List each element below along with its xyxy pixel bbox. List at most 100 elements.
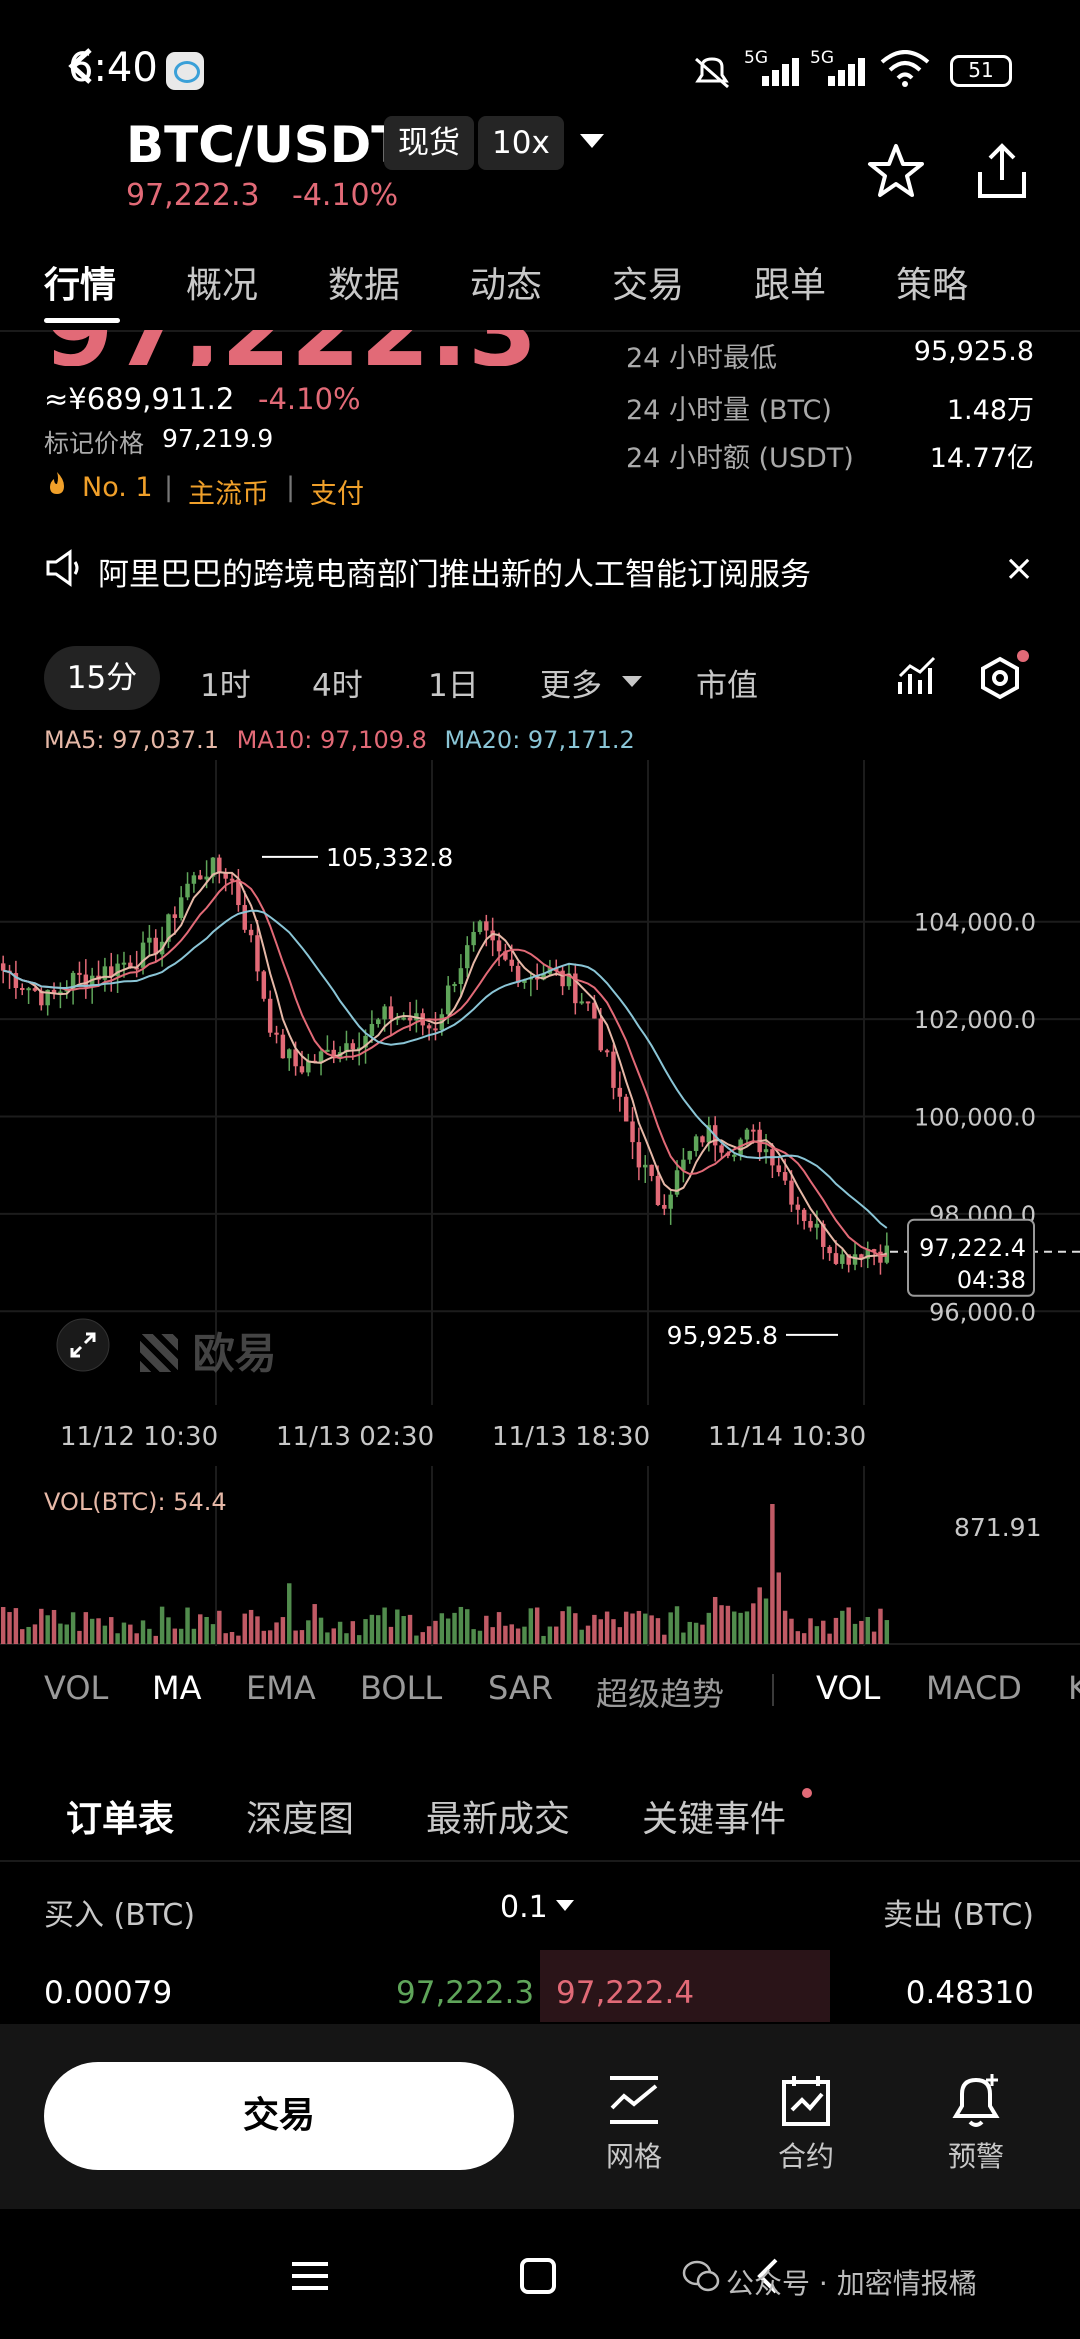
candlestick-chart[interactable]: 104,000.0102,000.0100,000.098,000.096,00… [0, 760, 1080, 1405]
tab-data[interactable]: 数据 [328, 265, 401, 306]
grid-label[interactable]: 网格 [606, 2140, 663, 2173]
ask-price[interactable]: 97,222.4 [556, 1975, 695, 2011]
indicator-macd[interactable]: MACD [926, 1669, 1022, 1707]
volume-bar [579, 1629, 584, 1644]
candle-body [70, 972, 76, 990]
back-nav-icon[interactable] [750, 2256, 790, 2296]
vol-24h-usdt-value: 14.77亿 [929, 443, 1034, 474]
candle-body [261, 971, 267, 999]
x-axis-label: 11/12 10:30 [60, 1422, 219, 1452]
volume-bar [32, 1624, 38, 1644]
cny-price: ≈¥689,911.2 [44, 382, 235, 416]
sell-header: 卖出 (BTC) [882, 1898, 1034, 1933]
volume-bar [280, 1617, 286, 1644]
tab-key-events[interactable]: 关键事件 [642, 1799, 787, 1840]
volume-label: VOL(BTC): 54.4 [44, 1488, 227, 1516]
favorite-star-icon[interactable] [864, 140, 928, 204]
volume-bar [382, 1607, 387, 1644]
low-24h-label: 24 小时最低 [626, 343, 777, 374]
fullscreen-icon[interactable] [56, 1318, 110, 1372]
timeframe-1d[interactable]: 1日 [428, 668, 479, 704]
candle-body [109, 966, 114, 977]
x-axis-label: 11/13 18:30 [492, 1422, 651, 1452]
tab-strategy[interactable]: 策略 [896, 265, 969, 306]
candle-body [477, 921, 483, 933]
bid-quantity[interactable]: 0.00079 [44, 1975, 173, 2011]
alert-label[interactable]: 预警 [948, 2140, 1005, 2173]
trade-button[interactable]: 交易 [44, 2062, 514, 2170]
candle-body [128, 962, 133, 968]
divider [772, 1674, 774, 1706]
precision-select[interactable]: 0.1 [500, 1890, 548, 1925]
indicator-boll[interactable]: BOLL [360, 1669, 443, 1707]
timeframe-market-cap[interactable]: 市值 [696, 668, 758, 704]
timeframe-15m[interactable]: 15分 [44, 646, 160, 710]
volume-bar [700, 1624, 705, 1644]
candle-body [560, 970, 565, 987]
indicator-sar[interactable]: SAR [488, 1669, 554, 1707]
tab-news[interactable]: 动态 [470, 265, 543, 306]
volume-bar [668, 1612, 673, 1644]
tab-market[interactable]: 行情 [44, 265, 117, 306]
tab-copy-trading[interactable]: 跟单 [754, 265, 827, 306]
menu-icon[interactable] [290, 2256, 330, 2296]
candle-body [795, 1204, 801, 1210]
candle-body [662, 1205, 667, 1209]
grid-bot-icon[interactable] [604, 2072, 664, 2128]
chevron-down-icon[interactable] [556, 1900, 574, 1911]
ma20-line [3, 909, 888, 1229]
tab-depth-chart[interactable]: 深度图 [246, 1799, 355, 1840]
timeframe-4h[interactable]: 4时 [312, 668, 363, 704]
indicator-ma[interactable]: MA [152, 1669, 202, 1707]
close-icon[interactable]: × [1004, 548, 1035, 589]
pair-dropdown-icon[interactable] [580, 134, 604, 148]
battery-icon: 51 [950, 55, 1012, 87]
tab-overview[interactable]: 概况 [186, 265, 259, 306]
announcement-text[interactable]: 阿里巴巴的跨境电商部门推出新的人工智能订阅服务 [98, 557, 811, 593]
volume-bar [45, 1615, 50, 1644]
settings-icon[interactable] [978, 656, 1022, 700]
bid-price[interactable]: 97,222.3 [396, 1975, 535, 2011]
candle-body [827, 1246, 832, 1254]
volume-bar [134, 1633, 139, 1644]
candle-body [236, 879, 241, 906]
tag-mainstream[interactable]: 主流币 [188, 479, 269, 510]
volume-bar [306, 1620, 311, 1644]
tab-trade[interactable]: 交易 [612, 265, 685, 306]
alert-bell-icon[interactable] [946, 2072, 1006, 2128]
indicator-supertrend[interactable]: 超级趋势 [596, 1675, 725, 1713]
ma10-label: MA10: 97,109.8 [236, 726, 427, 754]
candle-body [852, 1254, 858, 1265]
indicator-vol[interactable]: VOL [44, 1669, 109, 1707]
volume-bar [738, 1612, 743, 1644]
candle-body [833, 1253, 839, 1264]
tab-order-book[interactable]: 订单表 [66, 1799, 175, 1840]
candle-body [623, 1096, 629, 1122]
candle-body [636, 1142, 642, 1168]
volume-bar [83, 1612, 89, 1644]
indicator-sub-vol[interactable]: VOL [816, 1669, 881, 1707]
volume-chart[interactable] [0, 1466, 1080, 1646]
volume-bar [445, 1618, 451, 1644]
indicator-chart-icon[interactable] [896, 654, 940, 698]
candle-body [458, 968, 464, 985]
candle-body [732, 1154, 737, 1157]
tag-payment[interactable]: 支付 [310, 479, 364, 510]
home-icon[interactable] [518, 2256, 558, 2296]
mute-icon [695, 57, 729, 89]
volume-bar [763, 1598, 769, 1644]
indicator-ema[interactable]: EMA [246, 1669, 316, 1707]
vol-24h-btc-label: 24 小时量 (BTC) [626, 395, 832, 426]
contract-label[interactable]: 合约 [778, 2140, 835, 2173]
volume-bar [350, 1621, 356, 1644]
pair-title[interactable]: BTC/USDT [126, 116, 406, 174]
indicator-kdj[interactable]: K [1068, 1669, 1080, 1707]
timeframe-1h[interactable]: 1时 [200, 668, 251, 704]
tab-recent-trades[interactable]: 最新成交 [426, 1799, 571, 1840]
back-button[interactable] [62, 38, 102, 104]
ask-quantity[interactable]: 0.48310 [905, 1975, 1034, 2011]
contract-icon[interactable] [776, 2072, 836, 2128]
candle-body [83, 974, 89, 988]
timeframe-more[interactable]: 更多 [540, 668, 602, 704]
share-icon[interactable] [970, 140, 1034, 204]
